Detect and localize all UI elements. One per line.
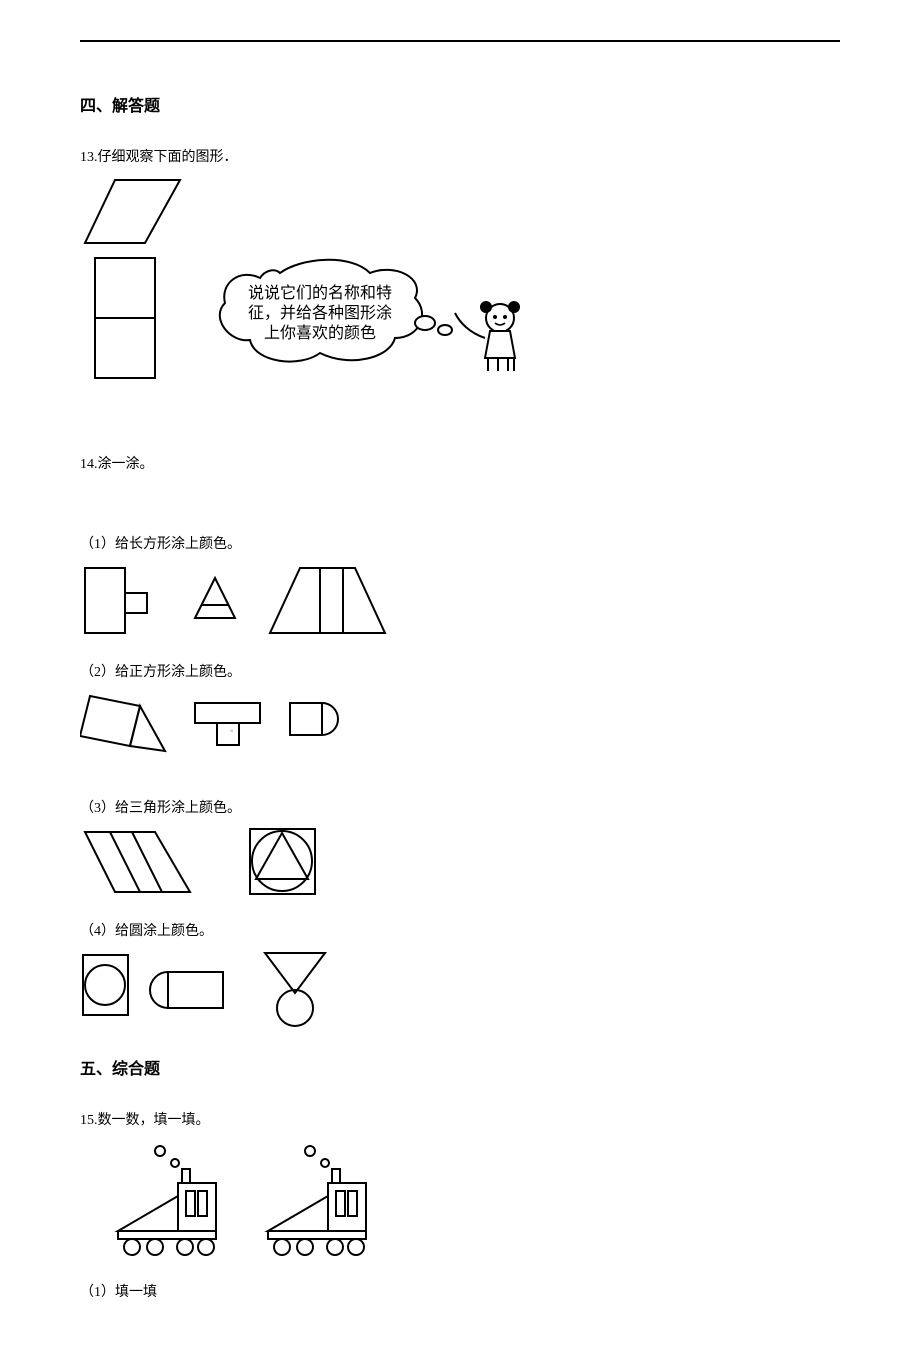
q13-line: 13.仔细观察下面的图形．	[80, 146, 840, 166]
child-bun-right	[508, 301, 520, 313]
speech-bubble: 说说它们的名称和特 征，并给各种图形涂 上你喜欢的颜色	[220, 260, 452, 362]
q14-text: 涂一涂。	[98, 457, 154, 472]
t2-smoke1	[305, 1146, 315, 1156]
t1-chimney	[182, 1169, 190, 1183]
q14-number: 14.	[80, 457, 98, 472]
t2-front	[268, 1196, 328, 1231]
q14-1: （1）给长方形涂上颜色。	[80, 533, 840, 553]
q15-figure	[80, 1141, 840, 1261]
t1-wheel2	[147, 1239, 163, 1255]
t1-win1	[186, 1191, 195, 1216]
sq-halfcircle	[290, 703, 338, 735]
cap-rect	[168, 972, 223, 1008]
child-eye-left	[493, 315, 497, 319]
t2-base	[268, 1231, 366, 1239]
sq-circle-tri	[250, 829, 315, 894]
q14-1-svg	[80, 563, 400, 643]
t2-wheel3	[327, 1239, 343, 1255]
trap-diag	[85, 832, 190, 892]
tri	[195, 578, 235, 618]
bubble-tail-1	[415, 316, 435, 330]
tri3	[256, 833, 308, 879]
q15-line: 15.数一数，填一填。	[80, 1109, 840, 1129]
halfcircle	[322, 703, 338, 735]
tri4	[265, 953, 325, 993]
child-body	[485, 331, 515, 358]
q15-svg	[110, 1141, 410, 1261]
t-shape	[195, 703, 260, 745]
q14-4-svg	[80, 950, 400, 1030]
circ4a	[85, 965, 125, 1005]
sq3	[250, 829, 315, 894]
t1-win2	[198, 1191, 207, 1216]
bubble-text-1: 说说它们的名称和特	[248, 284, 392, 302]
t2-chimney	[332, 1169, 340, 1183]
q13-number: 13.	[80, 150, 98, 165]
trap-shape	[270, 568, 385, 633]
t2-wheel4	[348, 1239, 364, 1255]
t-top	[195, 703, 260, 723]
child-eye-right	[503, 315, 507, 319]
trap-big	[270, 568, 385, 633]
t1-smoke2	[171, 1159, 179, 1167]
train-2	[268, 1146, 366, 1255]
q13-text: 仔细观察下面的图形．	[98, 150, 238, 165]
section5-heading: 五、综合题	[80, 1055, 840, 1079]
t1-base	[118, 1231, 216, 1239]
t2-win2	[348, 1191, 357, 1216]
rect4	[83, 955, 128, 1015]
q15-number: 15.	[80, 1113, 98, 1128]
child-arm	[455, 313, 485, 338]
page: 四、解答题 13.仔细观察下面的图形． 说说它们的名称和特 征，并给各种图形涂 …	[0, 0, 920, 1371]
t1-wheel4	[198, 1239, 214, 1255]
square-bottom	[95, 318, 155, 378]
t1-smoke1	[155, 1146, 165, 1156]
q14-3-svg	[80, 827, 400, 902]
tri-circle	[265, 953, 325, 1026]
cap-left	[150, 972, 168, 1008]
bubble-tail-2	[438, 325, 452, 335]
rect-tall	[85, 568, 125, 633]
q14-3-shapes	[80, 827, 840, 902]
t2-wheel2	[297, 1239, 313, 1255]
section4-heading: 四、解答题	[80, 92, 840, 116]
q13-svg: 说说它们的名称和特 征，并给各种图形涂 上你喜欢的颜色	[80, 178, 560, 418]
triangle-trap	[195, 578, 235, 618]
q14-4: （4）给圆涂上颜色。	[80, 920, 840, 940]
t-stem	[217, 723, 239, 745]
q14-2-svg	[80, 691, 400, 761]
faint-mark: ▪	[230, 726, 234, 737]
spacer	[80, 485, 840, 515]
q14-2: （2）给正方形涂上颜色。	[80, 661, 840, 681]
bubble-text-2: 征，并给各种图形涂	[248, 304, 392, 322]
t1-wheel3	[177, 1239, 193, 1255]
child-bun-left	[480, 301, 492, 313]
circ4b	[277, 990, 313, 1026]
square-top	[95, 258, 155, 318]
sq	[290, 703, 322, 735]
q15-text: 数一数，填一填。	[98, 1113, 210, 1128]
bubble-text-3: 上你喜欢的颜色	[264, 324, 376, 342]
circ3	[252, 831, 312, 891]
capsule	[150, 972, 223, 1008]
tri2	[130, 706, 165, 751]
child-legs	[488, 358, 514, 371]
parallelogram-shape	[85, 180, 180, 243]
q14-2-shapes: ▪	[80, 691, 840, 779]
top-rule	[80, 40, 840, 42]
t2-smoke2	[321, 1159, 329, 1167]
cartoon-child	[455, 301, 520, 371]
t1-front	[118, 1196, 178, 1231]
q14-1-shapes	[80, 563, 840, 643]
q14-line: 14.涂一涂。	[80, 453, 840, 473]
q15-1: （1）填一填	[80, 1281, 840, 1301]
q14-4-shapes	[80, 950, 840, 1030]
t2-wheel1	[274, 1239, 290, 1255]
rect-small	[125, 593, 147, 613]
train-1	[118, 1146, 216, 1255]
t2-win1	[336, 1191, 345, 1216]
q13-figure: 说说它们的名称和特 征，并给各种图形涂 上你喜欢的颜色	[80, 178, 840, 423]
q14-3: （3）给三角形涂上颜色。	[80, 797, 840, 817]
t1-wheel1	[124, 1239, 140, 1255]
